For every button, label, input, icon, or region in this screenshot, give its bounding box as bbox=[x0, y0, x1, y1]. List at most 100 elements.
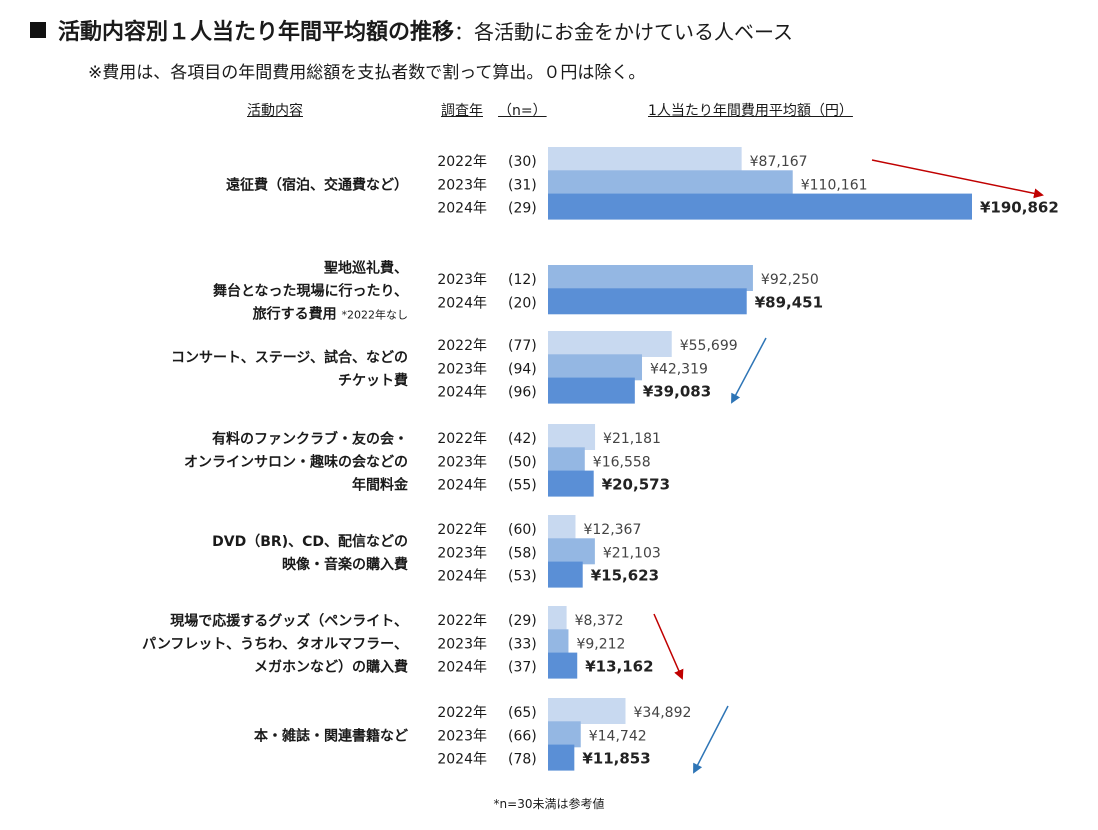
n-label: (31) bbox=[508, 177, 537, 193]
year-label: 2024年 bbox=[437, 295, 487, 311]
bar bbox=[548, 288, 747, 315]
n-label: (55) bbox=[508, 478, 537, 494]
data-label: ¥15,623 bbox=[591, 567, 659, 585]
bar bbox=[548, 265, 753, 291]
title-row: 活動内容別１人当たり年間平均額の推移：各活動にお金をかけている人ベース bbox=[30, 14, 793, 46]
bar bbox=[548, 331, 672, 357]
data-label: ¥14,742 bbox=[589, 728, 647, 744]
data-label: ¥110,161 bbox=[801, 177, 868, 193]
trend-up-arrow-icon bbox=[653, 613, 684, 680]
bar bbox=[548, 744, 575, 771]
category-label: 映像・音楽の購入費 bbox=[282, 556, 408, 573]
bar bbox=[548, 629, 569, 656]
year-label: 2023年 bbox=[437, 177, 487, 193]
bar bbox=[548, 561, 583, 588]
year-label: 2024年 bbox=[437, 201, 487, 217]
n-label: (30) bbox=[508, 154, 537, 170]
n-label: (29) bbox=[508, 613, 537, 629]
header-n: （n=） bbox=[498, 103, 547, 119]
header-amount: 1人当たり年間費用平均額（円） bbox=[648, 103, 853, 119]
n-label: (77) bbox=[508, 338, 537, 354]
bar bbox=[548, 698, 626, 724]
data-label: ¥11,853 bbox=[582, 750, 650, 768]
chart-subtitle: ：各活動にお金をかけている人ベース bbox=[454, 20, 794, 44]
calculation-note: ※費用は、各項目の年間費用総額を支払者数で割って算出。０円は除く。 bbox=[88, 63, 646, 83]
n-label: (94) bbox=[508, 361, 537, 377]
year-label: 2024年 bbox=[437, 385, 487, 401]
category-label: 有料のファンクラブ・友の会・ bbox=[212, 430, 408, 447]
year-label: 2024年 bbox=[437, 660, 487, 676]
data-label: ¥39,083 bbox=[643, 383, 711, 401]
year-label: 2024年 bbox=[437, 752, 487, 768]
category-label: パンフレット、うちわ、タオルマフラー、 bbox=[142, 636, 408, 652]
bar bbox=[548, 354, 643, 381]
bar bbox=[548, 424, 596, 450]
n-label: (20) bbox=[508, 295, 537, 311]
category-label: DVD（BR)、CD、配信などの bbox=[212, 533, 408, 550]
year-label: 2022年 bbox=[437, 154, 487, 170]
n-label: (12) bbox=[508, 272, 537, 288]
data-label: ¥21,181 bbox=[603, 431, 661, 447]
bar bbox=[548, 470, 594, 497]
category-label: 年間料金 bbox=[352, 476, 409, 493]
category-label: オンラインサロン・趣味の会などの bbox=[184, 453, 408, 470]
bar bbox=[548, 170, 793, 197]
category-label: チケット費 bbox=[338, 372, 408, 389]
n-label: (60) bbox=[508, 522, 537, 538]
year-label: 2022年 bbox=[437, 431, 487, 447]
data-label: ¥16,558 bbox=[593, 454, 651, 470]
data-label: ¥34,892 bbox=[634, 705, 692, 721]
year-label: 2023年 bbox=[437, 272, 487, 288]
year-label: 2024年 bbox=[437, 569, 487, 585]
bar bbox=[548, 193, 972, 220]
year-label: 2022年 bbox=[437, 613, 487, 629]
year-label: 2023年 bbox=[437, 636, 487, 652]
data-label: ¥20,573 bbox=[602, 476, 670, 494]
n-label: (66) bbox=[508, 728, 537, 744]
bar bbox=[548, 515, 576, 541]
data-label: ¥8,372 bbox=[575, 613, 624, 629]
year-label: 2023年 bbox=[437, 545, 487, 561]
year-label: 2023年 bbox=[437, 361, 487, 377]
data-label: ¥190,862 bbox=[980, 199, 1059, 217]
category-label: コンサート、ステージ、試合、などの bbox=[171, 349, 408, 366]
data-label: ¥92,250 bbox=[761, 272, 819, 288]
n-label: (29) bbox=[508, 201, 537, 217]
n-label: (65) bbox=[508, 705, 537, 721]
data-label: ¥87,167 bbox=[750, 154, 808, 170]
data-label: ¥12,367 bbox=[583, 522, 641, 538]
category-label: 遠征費（宿泊、交通費など） bbox=[226, 176, 408, 193]
category-label: メガホンなど）の購入費 bbox=[254, 658, 408, 675]
chart-title: 活動内容別１人当たり年間平均額の推移 bbox=[58, 20, 455, 45]
category-label: 旅行する費用 *2022年なし bbox=[253, 306, 408, 323]
n-label: (42) bbox=[508, 431, 537, 447]
data-label: ¥9,212 bbox=[576, 636, 625, 652]
data-label: ¥42,319 bbox=[650, 361, 708, 377]
trend-down-arrow-icon bbox=[693, 705, 729, 774]
bar bbox=[548, 652, 578, 679]
bar bbox=[548, 377, 635, 404]
trend-up-arrow-icon bbox=[871, 159, 1044, 199]
category-label: 本・雑誌・関連書籍など bbox=[254, 727, 408, 744]
footnote: *n=30未満は参考値 bbox=[493, 797, 605, 811]
year-label: 2022年 bbox=[437, 522, 487, 538]
n-label: (78) bbox=[508, 752, 537, 768]
square-bullet-icon bbox=[30, 22, 46, 38]
bar bbox=[548, 147, 742, 173]
data-label: ¥13,162 bbox=[585, 658, 653, 676]
n-label: (96) bbox=[508, 385, 537, 401]
data-label: ¥21,103 bbox=[603, 545, 661, 561]
header-year: 調査年 bbox=[441, 103, 483, 119]
year-label: 2023年 bbox=[437, 454, 487, 470]
year-label: 2022年 bbox=[437, 705, 487, 721]
bar bbox=[548, 606, 567, 632]
n-label: (37) bbox=[508, 660, 537, 676]
data-label: ¥89,451 bbox=[755, 293, 823, 311]
bar bbox=[548, 538, 595, 565]
year-label: 2022年 bbox=[437, 338, 487, 354]
category-label: 聖地巡礼費、 bbox=[324, 260, 408, 277]
header-activity: 活動内容 bbox=[247, 103, 303, 119]
trend-down-arrow-icon bbox=[731, 337, 767, 404]
n-label: (33) bbox=[508, 636, 537, 652]
